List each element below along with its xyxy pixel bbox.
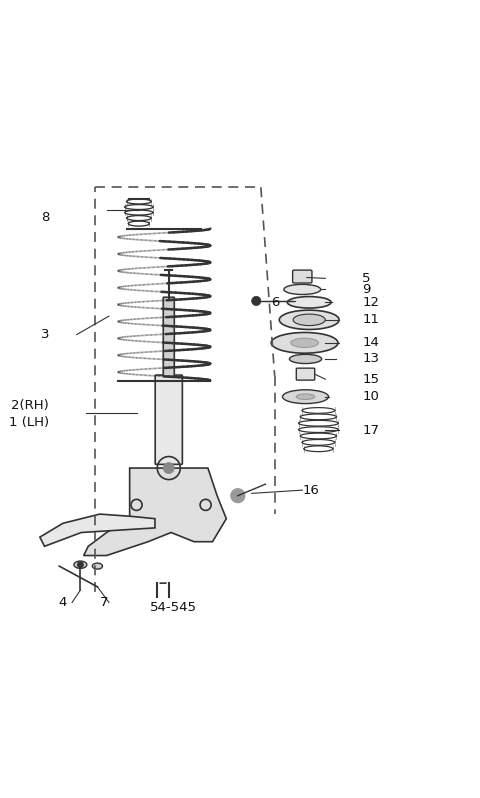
Text: 17: 17 (362, 424, 379, 437)
Text: 13: 13 (362, 353, 379, 365)
FancyBboxPatch shape (296, 368, 315, 380)
Text: 14: 14 (362, 336, 379, 350)
Text: 10: 10 (362, 390, 379, 403)
Text: 5: 5 (362, 272, 371, 285)
Polygon shape (84, 468, 227, 555)
Text: 6: 6 (271, 296, 279, 309)
Ellipse shape (291, 338, 318, 347)
Circle shape (78, 562, 83, 567)
FancyBboxPatch shape (293, 270, 312, 283)
Ellipse shape (293, 314, 325, 326)
Circle shape (163, 463, 174, 473)
Text: 12: 12 (362, 296, 379, 309)
Text: 3: 3 (41, 328, 49, 341)
Ellipse shape (288, 297, 331, 308)
Circle shape (231, 488, 245, 503)
Ellipse shape (279, 310, 339, 330)
Text: 54-545: 54-545 (150, 601, 197, 614)
Polygon shape (40, 514, 155, 547)
Text: 16: 16 (302, 484, 319, 496)
Ellipse shape (283, 389, 328, 404)
Ellipse shape (92, 563, 103, 569)
Ellipse shape (284, 284, 321, 294)
Text: 15: 15 (362, 373, 379, 385)
Text: 8: 8 (41, 211, 49, 223)
Ellipse shape (296, 394, 315, 400)
Ellipse shape (271, 333, 338, 354)
Ellipse shape (289, 354, 322, 364)
FancyBboxPatch shape (155, 375, 182, 464)
Ellipse shape (74, 561, 87, 568)
Text: 11: 11 (362, 314, 379, 326)
Text: 7: 7 (100, 596, 108, 609)
Text: 4: 4 (59, 596, 67, 609)
Text: 9: 9 (362, 283, 371, 296)
FancyBboxPatch shape (163, 298, 174, 377)
Text: 2(RH)
1 (LH): 2(RH) 1 (LH) (9, 399, 49, 429)
Circle shape (252, 296, 261, 306)
